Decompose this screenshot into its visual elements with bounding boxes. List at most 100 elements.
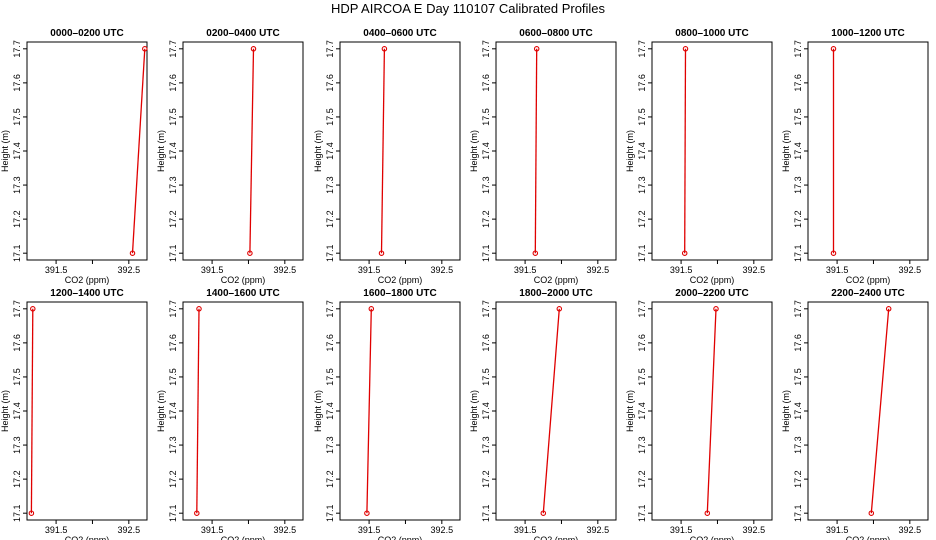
panel-7-profile-line [30, 308, 34, 514]
panel-2-ytick-label: 17.5 [168, 108, 178, 126]
panel-11-ytick-label: 17.3 [637, 436, 647, 454]
panel-12-ytick-label: 17.5 [793, 368, 803, 386]
panel-6-xtick-label: 391.5 [826, 265, 849, 275]
panel-7-ytick-label: 17.1 [12, 504, 22, 522]
panel-10-xtick-label: 392.5 [587, 525, 610, 535]
panel-1-ylabel: Height (m) [0, 130, 10, 172]
panel-4-ytick-label: 17.6 [481, 74, 491, 92]
panel-4-ytick-label: 17.3 [481, 176, 491, 194]
panel-6-profile-point [830, 250, 837, 256]
panel-1-ytick-label: 17.4 [12, 142, 22, 160]
panel-1-profile-point [129, 250, 136, 256]
panel-9-xtick-label: 391.5 [358, 525, 381, 535]
panel-4-title: 0600–0800 UTC [519, 28, 592, 39]
panel-7-ytick-label: 17.5 [12, 368, 22, 386]
panel-12-title: 2200–2400 UTC [831, 288, 904, 299]
panel-5-title: 0800–1000 UTC [675, 28, 748, 39]
panel-4-ylabel: Height (m) [469, 130, 479, 172]
panel-10-ytick-label: 17.7 [481, 300, 491, 318]
panel-1-ytick-label: 17.5 [12, 108, 22, 126]
panel-5-profile-line [684, 48, 687, 254]
panel-11-profile-point [704, 510, 711, 516]
panel-5-xtick-label: 391.5 [670, 265, 693, 275]
panel-3-ylabel: Height (m) [313, 130, 323, 172]
panel-5-ytick-label: 17.7 [637, 40, 647, 58]
panel-5-ytick-label: 17.3 [637, 176, 647, 194]
panel-8-profile-point [194, 510, 200, 516]
panel-2-xtick-label: 391.5 [201, 265, 224, 275]
panel-1-xtick-label: 392.5 [118, 265, 141, 275]
panel-1-ytick-label: 17.6 [12, 74, 22, 92]
panel-2-profile-line [249, 48, 255, 254]
panel-3-xtick-label: 392.5 [431, 265, 454, 275]
panel-4-ytick-label: 17.5 [481, 108, 491, 126]
panel-4-profile-point [533, 46, 540, 52]
panel-10-profile-point [556, 306, 563, 312]
panel-7-ytick-label: 17.6 [12, 334, 22, 352]
panel-11-ytick-label: 17.1 [637, 504, 647, 522]
panel-7-ytick-label: 17.7 [12, 300, 22, 318]
panel-9-ytick-label: 17.5 [325, 368, 335, 386]
panel-4-frame [495, 41, 617, 261]
panel-6-ylabel: Height (m) [781, 130, 791, 172]
panel-8-ytick-label: 17.2 [168, 470, 178, 488]
panel-11-title: 2000–2200 UTC [675, 288, 748, 299]
panel-1-ytick-label: 17.3 [12, 176, 22, 194]
panel-12-ylabel: Height (m) [781, 390, 791, 432]
panel-3-profile-point [381, 46, 388, 52]
panel-12-xtick-label: 391.5 [826, 525, 849, 535]
panel-8-ytick-label: 17.1 [168, 504, 178, 522]
panel-5-ylabel: Height (m) [625, 130, 635, 172]
panel-11-xlabel: CO2 (ppm) [690, 535, 735, 540]
panel-8-ytick-label: 17.4 [168, 402, 178, 420]
panel-10-ytick-label: 17.3 [481, 436, 491, 454]
panel-11-profile-point [713, 306, 719, 312]
panel-6-xtick-label: 392.5 [899, 265, 922, 275]
panel-9-title: 1600–1800 UTC [363, 288, 436, 299]
panel-9-ytick-label: 17.6 [325, 334, 335, 352]
panel-6-frame [807, 41, 929, 261]
panel-10-ytick-label: 17.2 [481, 470, 491, 488]
panel-2-xlabel: CO2 (ppm) [221, 275, 266, 285]
panel-5-ytick-label: 17.2 [637, 210, 647, 228]
panel-2-ytick-label: 17.7 [168, 40, 178, 58]
panel-6-ytick-label: 17.3 [793, 176, 803, 194]
panel-10-ylabel: Height (m) [469, 390, 479, 432]
panel-3-title: 0400–0600 UTC [363, 28, 436, 39]
panel-2-frame [182, 41, 304, 261]
panel-12-xlabel: CO2 (ppm) [846, 535, 891, 540]
panel-8-ylabel: Height (m) [156, 390, 166, 432]
panel-11-ytick-label: 17.2 [637, 470, 647, 488]
panel-9-ytick-label: 17.2 [325, 470, 335, 488]
panel-1-xtick-label: 391.5 [45, 265, 68, 275]
panel-10-profile-point [540, 510, 547, 516]
panel-5-frame [651, 41, 773, 261]
panel-6-ytick-label: 17.1 [793, 244, 803, 262]
panel-11-ylabel: Height (m) [625, 390, 635, 432]
panel-6-profile-point [830, 46, 837, 52]
panel-2-ytick-label: 17.3 [168, 176, 178, 194]
panel-9-xtick-label: 392.5 [431, 525, 454, 535]
panel-9-ytick-label: 17.7 [325, 300, 335, 318]
panel-6-ytick-label: 17.7 [793, 40, 803, 58]
panel-2-ytick-label: 17.4 [168, 142, 178, 160]
panel-10-ytick-label: 17.1 [481, 504, 491, 522]
panel-2-ylabel: Height (m) [156, 130, 166, 172]
panel-4-ytick-label: 17.2 [481, 210, 491, 228]
panel-4-xtick-label: 391.5 [514, 265, 537, 275]
panel-3-ytick-label: 17.1 [325, 244, 335, 262]
panel-7-title: 1200–1400 UTC [50, 288, 123, 299]
panel-9-profile-point [368, 306, 375, 312]
panel-9-profile-point [364, 510, 370, 516]
panel-9-ytick-label: 17.1 [325, 504, 335, 522]
panel-8-profile-line [196, 308, 200, 514]
panel-5-xlabel: CO2 (ppm) [690, 275, 735, 285]
panel-1-profile-point [142, 46, 148, 52]
panel-6-ytick-label: 17.5 [793, 108, 803, 126]
panel-10-profile-line [542, 308, 560, 514]
panel-6-ytick-label: 17.4 [793, 142, 803, 160]
panel-5-xtick-label: 392.5 [743, 265, 766, 275]
panel-12-ytick-label: 17.3 [793, 436, 803, 454]
